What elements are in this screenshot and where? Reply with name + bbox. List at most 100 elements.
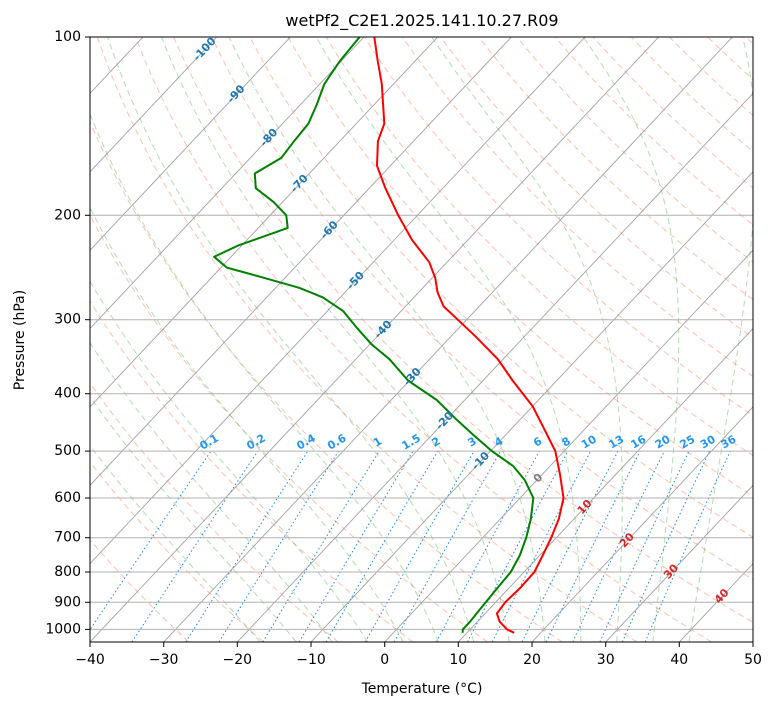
mixing-ratio-label: 8 <box>560 435 573 450</box>
y-tick-label: 800 <box>54 564 81 580</box>
y-axis-title: Pressure (hPa) <box>12 290 28 390</box>
moist-adiabat <box>90 444 261 642</box>
isotherm-line <box>531 406 753 642</box>
y-tick-label: 500 <box>54 443 81 459</box>
mixing-ratio-line <box>644 450 731 642</box>
isotherm-line <box>0 37 69 642</box>
y-tick-label: 1000 <box>45 621 81 637</box>
moist-adiabat <box>582 37 680 642</box>
mixing-ratio-label: 0.2 <box>244 432 267 453</box>
x-axis: −40 −30 −20 −10 0 10 20 30 40 50 <box>75 642 762 668</box>
y-tick-label: 400 <box>54 386 81 402</box>
mixing-ratio-label: 13 <box>606 433 626 452</box>
mixing-ratio-line <box>572 450 665 642</box>
isotherm-line <box>90 37 660 642</box>
mixing-ratio-label: 16 <box>629 432 649 451</box>
mixing-ratio-line <box>393 450 502 642</box>
plot-area <box>0 37 753 642</box>
dry-adiabat <box>249 37 753 538</box>
moist-adiabat <box>90 341 333 642</box>
dry-adiabat <box>90 300 414 642</box>
x-tick-label: 20 <box>523 652 541 668</box>
mixing-ratio-label: 1 <box>371 435 384 450</box>
mixing-ratio-label: 0.1 <box>198 432 221 453</box>
dry-adiabat <box>90 120 563 642</box>
chart-title: wetPf2_C2E1.2025.141.10.27.R09 <box>285 11 558 31</box>
mixing-ratio-line <box>364 450 475 642</box>
mixing-ratio-label: 25 <box>677 433 697 452</box>
isotherm-line <box>752 641 753 642</box>
x-tick-label: 40 <box>670 652 688 668</box>
x-tick-label: −30 <box>149 652 179 668</box>
isotherm-line <box>90 37 586 565</box>
x-tick-label: −20 <box>223 652 253 668</box>
mixing-ratio-line <box>90 450 212 631</box>
mixing-ratio-line <box>435 450 540 642</box>
isotherm-line <box>90 37 365 330</box>
dry-adiabat <box>554 37 753 226</box>
moist-adiabat <box>228 37 546 642</box>
isotherm-line <box>310 171 753 642</box>
plot-frame <box>89 36 754 643</box>
x-tick-label: 0 <box>380 652 389 668</box>
moist-adiabat <box>90 206 404 642</box>
dry-adiabat <box>592 37 753 189</box>
mixing-ratio-label: 1.5 <box>400 432 423 453</box>
x-tick-label: 50 <box>744 652 762 668</box>
moist-adiabat <box>90 112 439 642</box>
mixing-ratio-line <box>621 450 711 642</box>
y-tick-label: 100 <box>54 29 81 45</box>
dry-adiabat <box>211 37 753 581</box>
dry-adiabat <box>135 37 712 642</box>
isotherm-line <box>90 37 291 251</box>
moist-adiabat <box>431 37 623 642</box>
mixing-ratio-line <box>325 450 439 642</box>
temperature-profile <box>373 37 565 634</box>
y-tick-label: 600 <box>54 490 81 506</box>
isotherm-line <box>90 37 218 173</box>
moist-adiabat <box>90 280 369 642</box>
dry-adiabat <box>478 37 753 301</box>
x-tick-label: 30 <box>597 652 615 668</box>
dry-adiabat <box>516 37 753 263</box>
mixing-ratio-line <box>185 450 309 642</box>
dry-adiabat <box>173 37 753 624</box>
x-tick-label: −10 <box>296 652 326 668</box>
moist-adiabat <box>688 37 753 642</box>
y-axis: 1000 900 800 700 600 500 400 300 200 100 <box>45 29 90 637</box>
y-tick-label: 300 <box>54 312 81 328</box>
mixing-ratio-line <box>298 450 414 642</box>
mixing-ratio-label: 0.4 <box>294 431 318 452</box>
mixing-ratio-label: 6 <box>531 434 544 449</box>
mixing-ratio-labels: 0.1 0.2 0.4 0.6 1 1.5 2 3 4 6 8 10 13 16 20 25 30 36 <box>198 431 739 452</box>
x-axis-title: Temperature (°C) <box>361 681 483 697</box>
y-tick-label: 200 <box>54 207 81 223</box>
x-tick-label: −40 <box>75 652 105 668</box>
x-tick-label: 10 <box>449 652 467 668</box>
y-tick-label: 900 <box>54 594 81 610</box>
isotherm-line <box>90 37 439 408</box>
mixing-ratio-label: 20 <box>653 432 673 451</box>
dry-adiabat <box>440 37 753 339</box>
moist-adiabat <box>161 37 510 642</box>
isotherm-line <box>457 327 753 642</box>
dry-adiabat <box>363 37 753 417</box>
mixing-ratio-line <box>218 450 340 642</box>
moist-adiabat <box>107 37 475 642</box>
isotherm-line <box>163 37 733 642</box>
dry-adiabat <box>669 37 753 117</box>
isotherm-line <box>384 249 753 642</box>
mixing-ratio-line <box>599 450 690 642</box>
y-tick-label: 700 <box>54 530 81 546</box>
dry-adiabat <box>96 37 638 642</box>
dry-adiabat <box>90 539 190 642</box>
dry-adiabat <box>90 213 488 642</box>
mixing-ratio-label: 36 <box>719 432 739 451</box>
isotherm-line <box>236 92 753 642</box>
dry-adiabat <box>325 37 753 457</box>
dry-adiabat <box>745 37 753 45</box>
mixing-ratio-label: 30 <box>698 432 718 451</box>
dewpoint-profile <box>213 37 535 633</box>
dry-adiabat <box>707 37 753 81</box>
